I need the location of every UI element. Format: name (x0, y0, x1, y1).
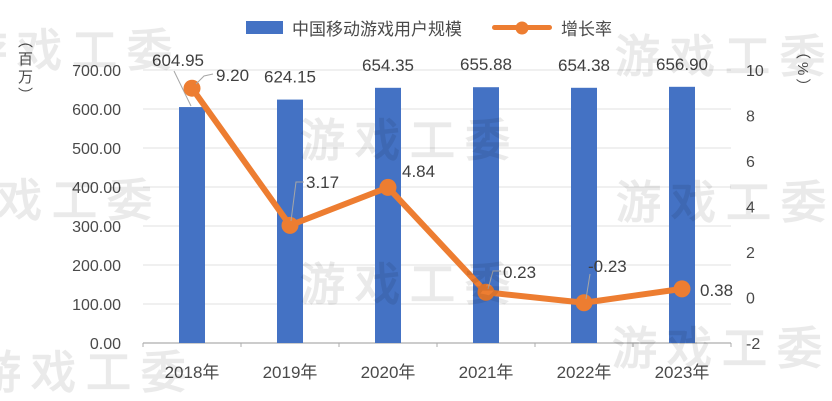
line-point-2023年 (673, 280, 691, 298)
line-label-leader (195, 73, 214, 85)
legend-bar-swatch-icon (246, 21, 283, 34)
legend-item-users: 中国移动游戏用户规模 (246, 15, 462, 40)
x-axis-label: 2021年 (459, 363, 514, 382)
right-axis-tick-label: 4 (746, 200, 755, 217)
bar-value-label: 655.88 (460, 55, 512, 74)
bar-value-label: 656.90 (656, 55, 708, 74)
line-value-label: -0.23 (588, 257, 627, 276)
legend-label-growth: 增长率 (561, 20, 612, 39)
x-axis-label: 2019年 (263, 363, 318, 382)
bar-label-leader (173, 70, 192, 107)
legend-item-growth: 增长率 (492, 15, 612, 40)
bar-value-label: 624.15 (264, 68, 316, 87)
right-axis-tick-label: 6 (746, 154, 755, 171)
left-axis-tick-label: 700.00 (72, 63, 121, 80)
left-axis-tick-label: 200.00 (72, 258, 121, 275)
line-label-leader (585, 273, 591, 300)
right-axis-tick-label: 2 (746, 245, 755, 262)
line-point-2020年 (379, 178, 397, 196)
right-axis-unit-label: （%） (794, 44, 811, 97)
line-point-2021年 (477, 283, 495, 301)
right-axis-tick-label: 10 (746, 63, 764, 80)
right-axis-tick-label: -2 (746, 336, 760, 353)
line-label-leader (487, 270, 501, 290)
bar-2018年 (179, 107, 205, 344)
x-axis-label: 2022年 (557, 363, 612, 382)
right-axis-tick-label: 0 (746, 291, 755, 308)
growth-line (189, 85, 685, 306)
left-axis-tick-label: 300.00 (72, 219, 121, 236)
line-value-label: 3.17 (306, 173, 339, 192)
left-axis-tick-label: 600.00 (72, 102, 121, 119)
line-point-2019年 (281, 216, 299, 234)
bar-value-label: 654.35 (362, 56, 414, 75)
x-axis-label: 2018年 (165, 363, 220, 382)
bar-2020年 (375, 87, 401, 343)
left-axis-tick-label: 100.00 (72, 297, 121, 314)
left-axis-tick-label: 500.00 (72, 141, 121, 158)
line-point-2022年 (575, 294, 593, 312)
x-axis-label: 2023年 (655, 363, 710, 382)
legend-line-marker-icon (492, 21, 552, 34)
line-label-leader (290, 181, 304, 222)
bar-value-label: 654.38 (558, 56, 610, 75)
line-value-label: 0.23 (503, 263, 536, 282)
legend: 中国移动游戏用户规模 增长率 (246, 15, 612, 40)
left-axis-tick-label: 0.00 (90, 336, 121, 353)
left-axis-unit-label: （百万） (16, 33, 33, 105)
line-value-label: 4.84 (402, 162, 435, 181)
bar-2023年 (669, 86, 695, 344)
line-value-label: 0.38 (700, 281, 733, 300)
bar-value-label: 604.95 (152, 51, 204, 70)
legend-label-users: 中国移动游戏用户规模 (292, 20, 462, 39)
bar-2021年 (473, 87, 499, 343)
right-axis-tick-label: 8 (746, 109, 755, 126)
x-axis-label: 2020年 (361, 363, 416, 382)
line-value-label: 9.20 (216, 66, 249, 85)
left-axis-tick-label: 400.00 (72, 180, 121, 197)
